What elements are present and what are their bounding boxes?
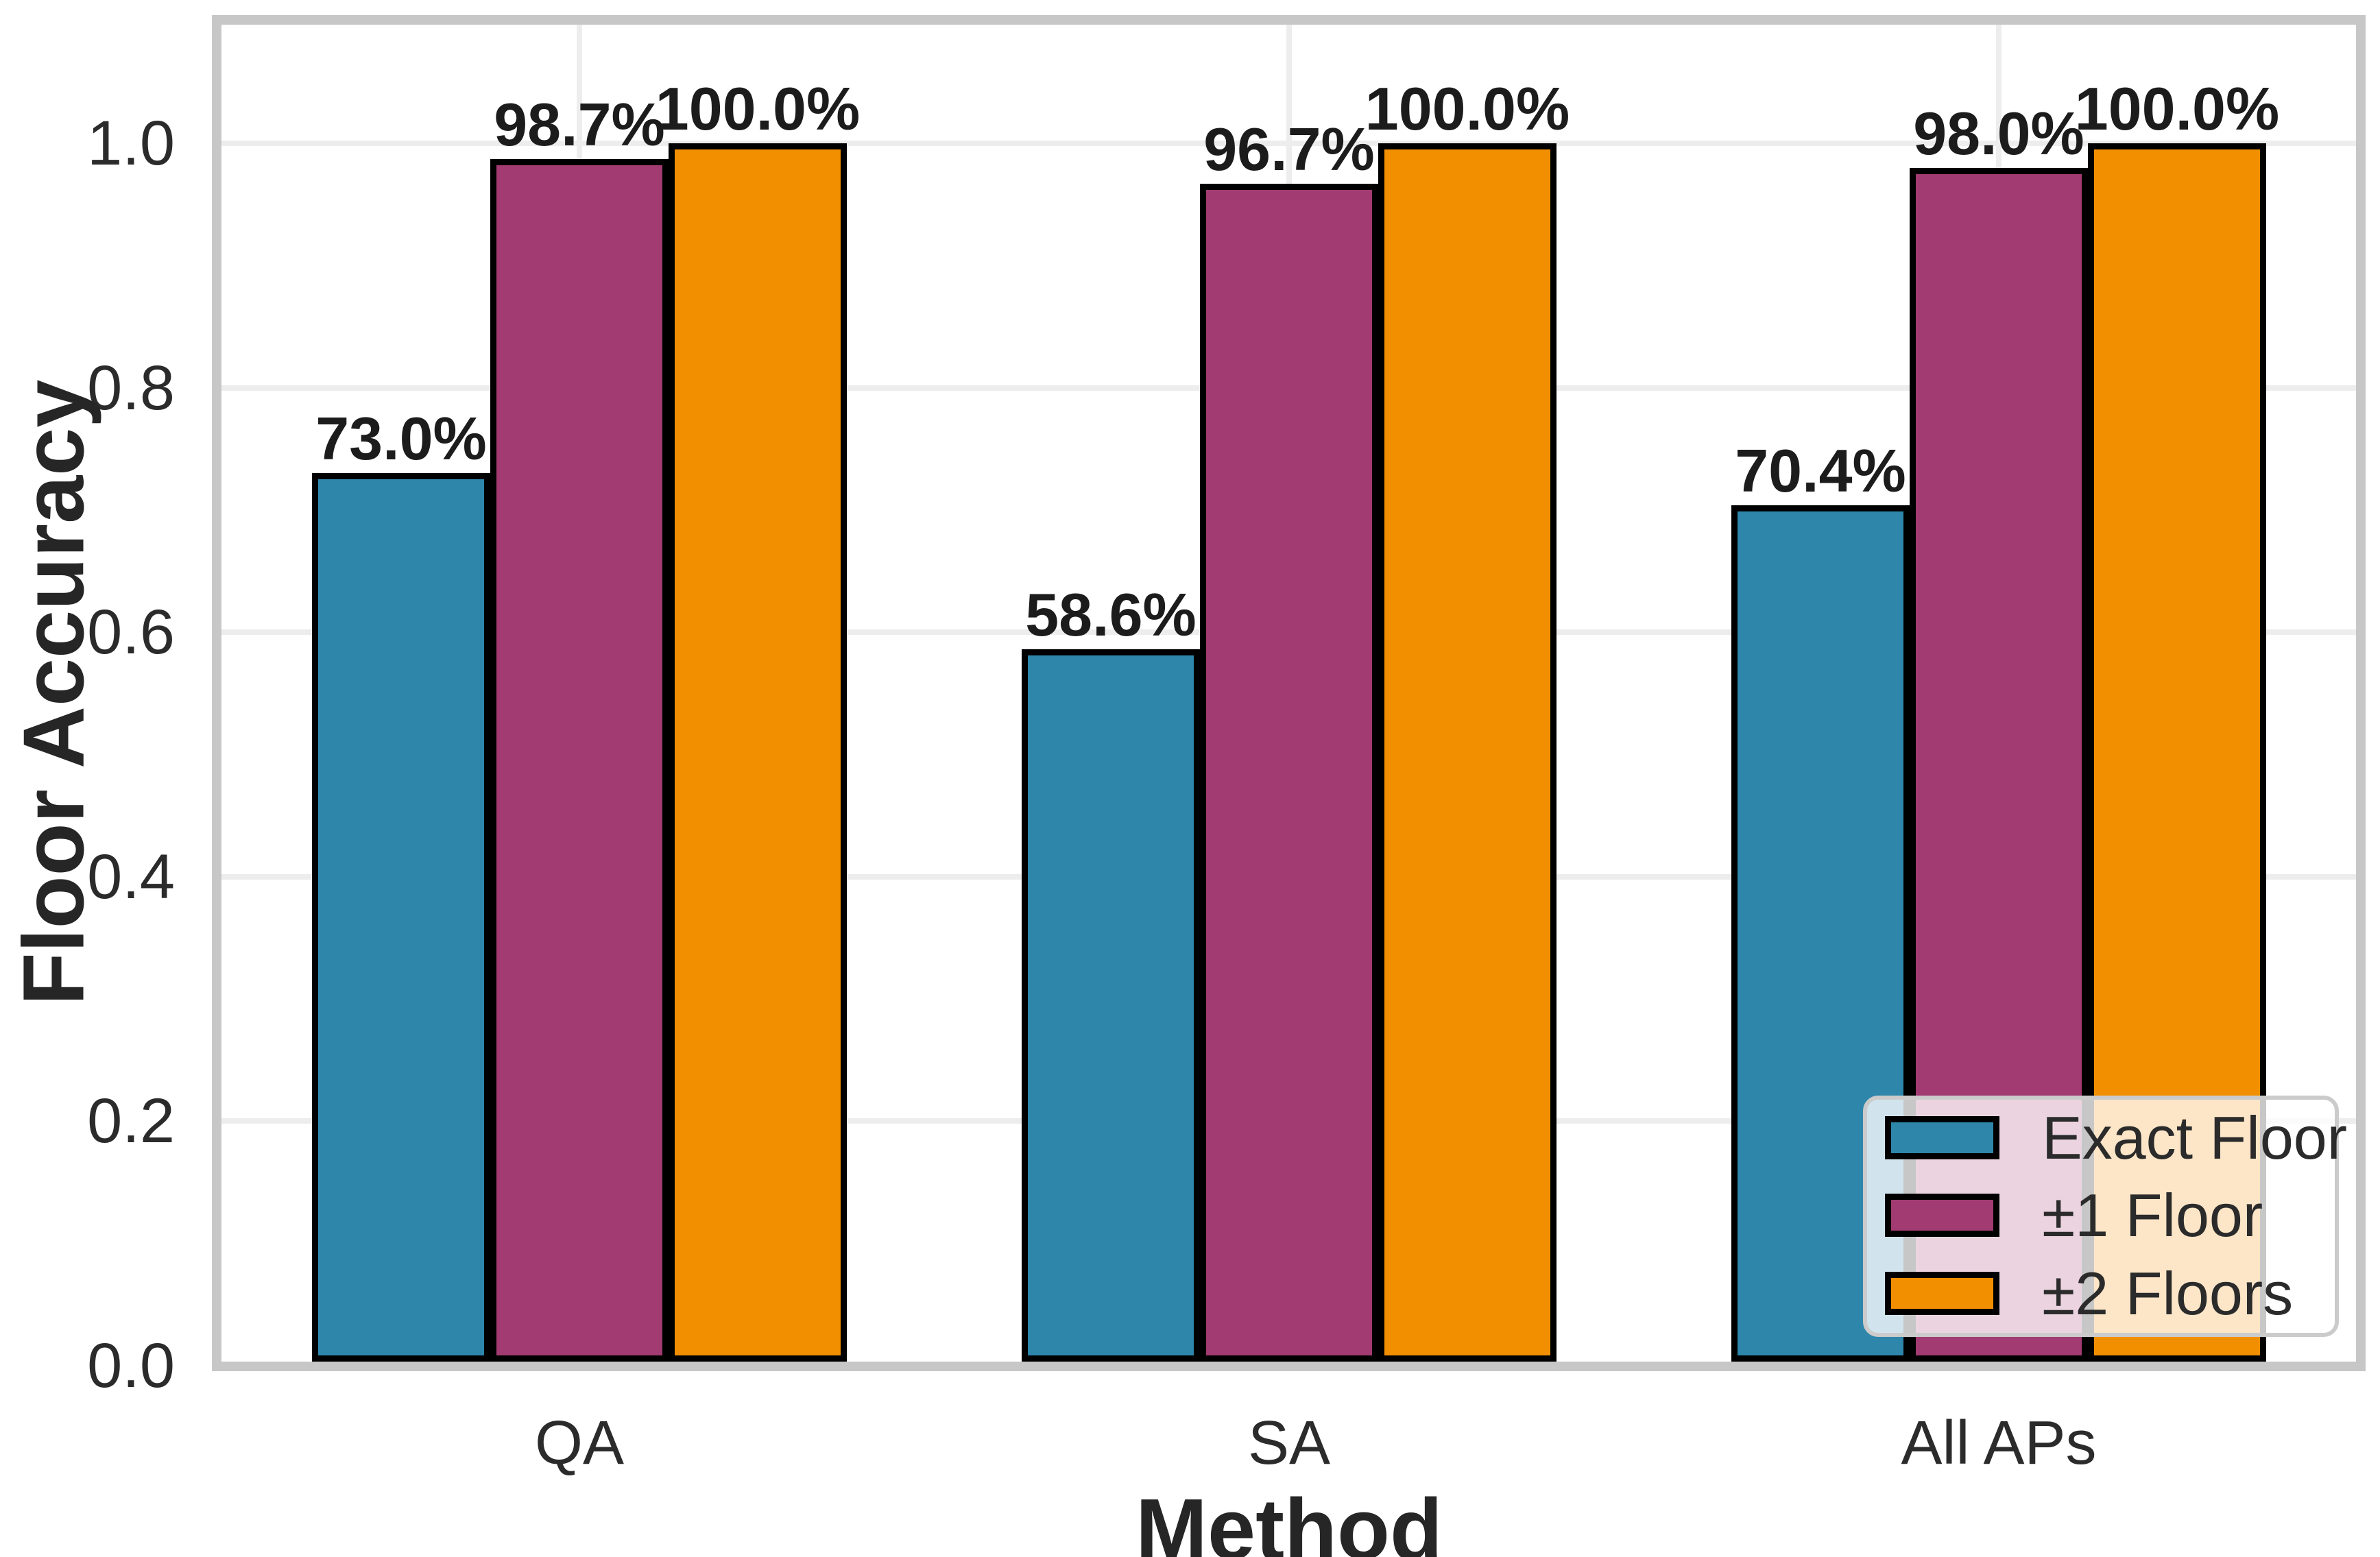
bar-exact-floor xyxy=(1022,649,1200,1362)
bar-exact-floor xyxy=(312,473,490,1362)
legend: Exact Floor ±1 Floor ±2 Floors xyxy=(1863,1096,2347,1337)
legend-swatch-icon xyxy=(1885,1272,1999,1315)
y-axis-title: Floor Accuracy xyxy=(5,379,102,1006)
legend-item: ±2 Floors xyxy=(1885,1259,2294,1327)
legend-item-label: ±1 Floor xyxy=(2042,1181,2263,1249)
bar-value-label: 73.0% xyxy=(315,405,487,472)
bar-±1-floor xyxy=(1200,184,1378,1362)
legend-item: ±1 Floor xyxy=(1885,1181,2263,1249)
legend-item-label: Exact Floor xyxy=(2042,1104,2348,1172)
x-tick-label: SA xyxy=(1247,1409,1331,1477)
legend-swatch-icon xyxy=(1885,1116,1999,1159)
y-tick-label: 0.6 xyxy=(87,597,175,667)
y-tick-label: 0.8 xyxy=(87,353,175,423)
legend-item: Exact Floor xyxy=(1885,1104,2348,1172)
bar-value-label: 100.0% xyxy=(655,75,861,143)
bar-value-label: 70.4% xyxy=(1735,437,1906,505)
legend-swatch-icon xyxy=(1885,1194,1999,1237)
bar-value-label: 100.0% xyxy=(2074,75,2280,143)
y-tick-label: 0.0 xyxy=(87,1331,175,1401)
x-tick-label: All APs xyxy=(1901,1409,2097,1477)
bar-±1-floor xyxy=(490,159,669,1362)
x-tick-label: QA xyxy=(534,1409,625,1477)
bar-value-label: 58.6% xyxy=(1025,581,1197,649)
legend-item-label: ±2 Floors xyxy=(2042,1259,2294,1327)
bar-±2-floors xyxy=(1378,143,1556,1362)
bar-value-label: 98.0% xyxy=(1913,99,2084,167)
y-tick-label: 0.2 xyxy=(87,1086,175,1156)
bar-value-label: 96.7% xyxy=(1203,115,1375,183)
bar-value-label: 100.0% xyxy=(1365,75,1570,143)
y-tick-label: 1.0 xyxy=(87,108,175,178)
bar-±2-floors xyxy=(669,143,847,1362)
y-tick-label: 0.4 xyxy=(87,842,175,912)
x-axis-title: Method xyxy=(1135,1481,1443,1557)
bar-value-label: 98.7% xyxy=(494,90,665,158)
